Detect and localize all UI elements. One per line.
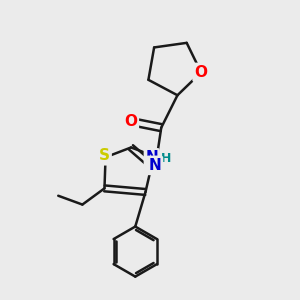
Text: N: N bbox=[148, 158, 161, 173]
Text: S: S bbox=[99, 148, 110, 163]
Text: O: O bbox=[195, 65, 208, 80]
Text: H: H bbox=[161, 152, 171, 165]
Text: N: N bbox=[145, 150, 158, 165]
Text: O: O bbox=[124, 114, 137, 129]
